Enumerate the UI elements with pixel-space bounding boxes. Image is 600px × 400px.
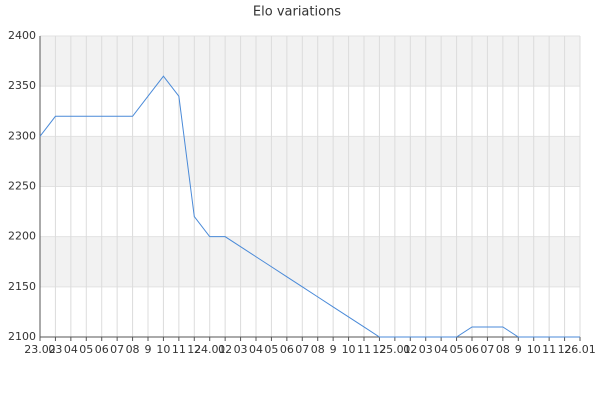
y-tick-label: 2200 — [8, 230, 36, 243]
y-tick-label: 2250 — [8, 180, 36, 193]
x-tick-label: 23.02 — [24, 343, 56, 356]
x-tick-label: 06 — [465, 343, 479, 356]
x-tick-label: 04 — [434, 343, 448, 356]
x-tick-label: 11 — [172, 343, 186, 356]
grid-band — [40, 286, 580, 337]
x-tick-label: 9 — [145, 343, 152, 356]
x-tick-label: 10 — [156, 343, 170, 356]
x-tick-label: 07 — [110, 343, 124, 356]
grid-band — [40, 236, 580, 287]
x-tick-label: 12 — [372, 343, 386, 356]
grid-band — [40, 86, 580, 137]
x-tick-label: 03 — [234, 343, 248, 356]
x-tick-label: 10 — [527, 343, 541, 356]
x-tick-label: 07 — [480, 343, 494, 356]
x-tick-label: 25.01 — [379, 343, 411, 356]
chart-title: Elo variations — [253, 5, 341, 20]
x-tick-label: 11 — [542, 343, 556, 356]
x-tick-label: 05 — [79, 343, 93, 356]
x-tick-label: 11 — [357, 343, 371, 356]
x-tick-label: 04 — [64, 343, 78, 356]
x-tick-label: 08 — [311, 343, 325, 356]
x-tick-label: 05 — [264, 343, 278, 356]
x-tick-label: 10 — [342, 343, 356, 356]
x-tick-label: 12 — [558, 343, 572, 356]
x-tick-label: 02 — [403, 343, 417, 356]
x-tick-label: 26.01 — [564, 343, 596, 356]
x-tick-label: 02 — [218, 343, 232, 356]
y-tick-label: 2350 — [8, 79, 36, 92]
grid-band — [40, 186, 580, 237]
x-tick-label: 06 — [95, 343, 109, 356]
grid-band — [40, 36, 580, 87]
x-tick-label: 07 — [295, 343, 309, 356]
x-tick-label: 03 — [48, 343, 62, 356]
y-tick-label: 2100 — [8, 330, 36, 343]
x-tick-label: 9 — [330, 343, 337, 356]
y-tick-label: 2400 — [8, 29, 36, 42]
line — [39, 75, 580, 338]
y-tick-label: 2150 — [8, 280, 36, 293]
x-tick-label: 08 — [126, 343, 140, 356]
x-tick-label: 05 — [450, 343, 464, 356]
x-tick-label: 06 — [280, 343, 294, 356]
x-tick-label: 12 — [187, 343, 201, 356]
x-tick-label: 08 — [496, 343, 510, 356]
grid-band — [40, 136, 580, 187]
x-tick-label: 24.01 — [194, 343, 226, 356]
y-tick-label: 2300 — [8, 129, 36, 142]
x-tick-label: 04 — [249, 343, 263, 356]
x-tick-label: 03 — [419, 343, 433, 356]
x-tick-label: 9 — [515, 343, 522, 356]
